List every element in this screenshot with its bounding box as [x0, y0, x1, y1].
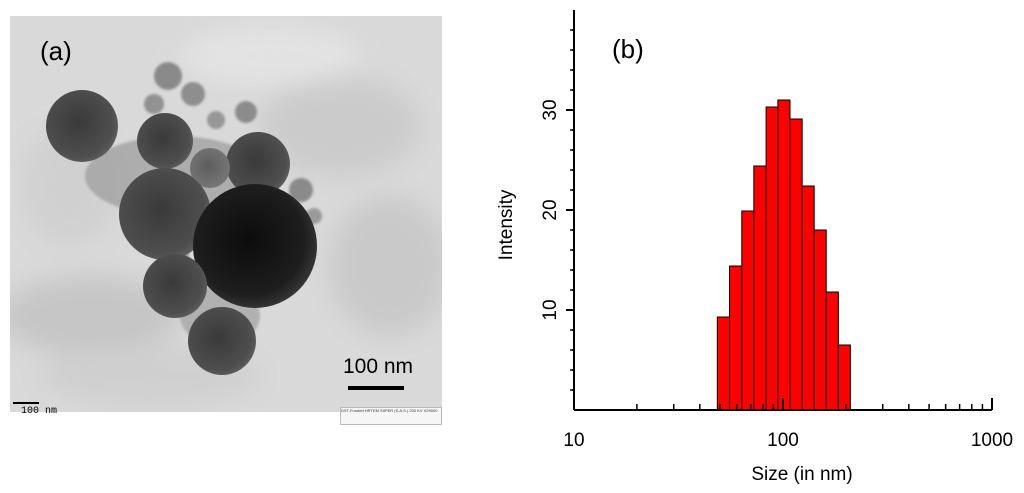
tem-micrograph: (a) 100 nm 100 nm DST-Funded HRTEM SIIPE…	[10, 16, 442, 425]
histogram-bar	[741, 210, 755, 411]
size-distribution-chart: 10 100 1000 10 20 30 Size (in nm) Intensity	[496, 10, 1013, 485]
histogram-bar	[729, 265, 743, 411]
x-tick-label: 10	[563, 430, 584, 451]
chart-panel-label: (b)	[612, 34, 644, 64]
tem-image	[10, 16, 442, 412]
histogram-bar	[753, 165, 767, 411]
small-scale-bar	[13, 402, 39, 404]
x-tick-label: 1000	[971, 430, 1013, 451]
x-tick-label: 100	[767, 430, 799, 451]
microscope-imprint: DST-Funded HRTEM SIIPER (S.A.S.) 200 KV …	[340, 407, 442, 425]
y-tick-label: 30	[540, 99, 561, 120]
x-axis-label: Size (in nm)	[751, 464, 852, 485]
histogram-bar	[765, 106, 779, 411]
small-scale-label: 100 nm	[21, 406, 58, 417]
tem-panel-label: (a)	[40, 36, 72, 66]
bar-series	[716, 99, 851, 411]
histogram-bar	[789, 118, 803, 411]
axis-ticks: 10 100 1000 10 20 30	[540, 29, 1013, 451]
histogram-bar	[777, 99, 791, 411]
histogram-bar	[825, 291, 839, 411]
histogram-bar	[837, 344, 851, 411]
y-tick-label: 20	[540, 199, 561, 220]
histogram-bar	[813, 229, 827, 411]
scale-bar-label: 100 nm	[343, 355, 414, 378]
histogram-bar	[716, 316, 731, 411]
y-axis-label: Intensity	[496, 189, 517, 260]
histogram-bar	[801, 185, 815, 411]
y-tick-label: 10	[540, 299, 561, 320]
scale-bar	[348, 386, 404, 390]
